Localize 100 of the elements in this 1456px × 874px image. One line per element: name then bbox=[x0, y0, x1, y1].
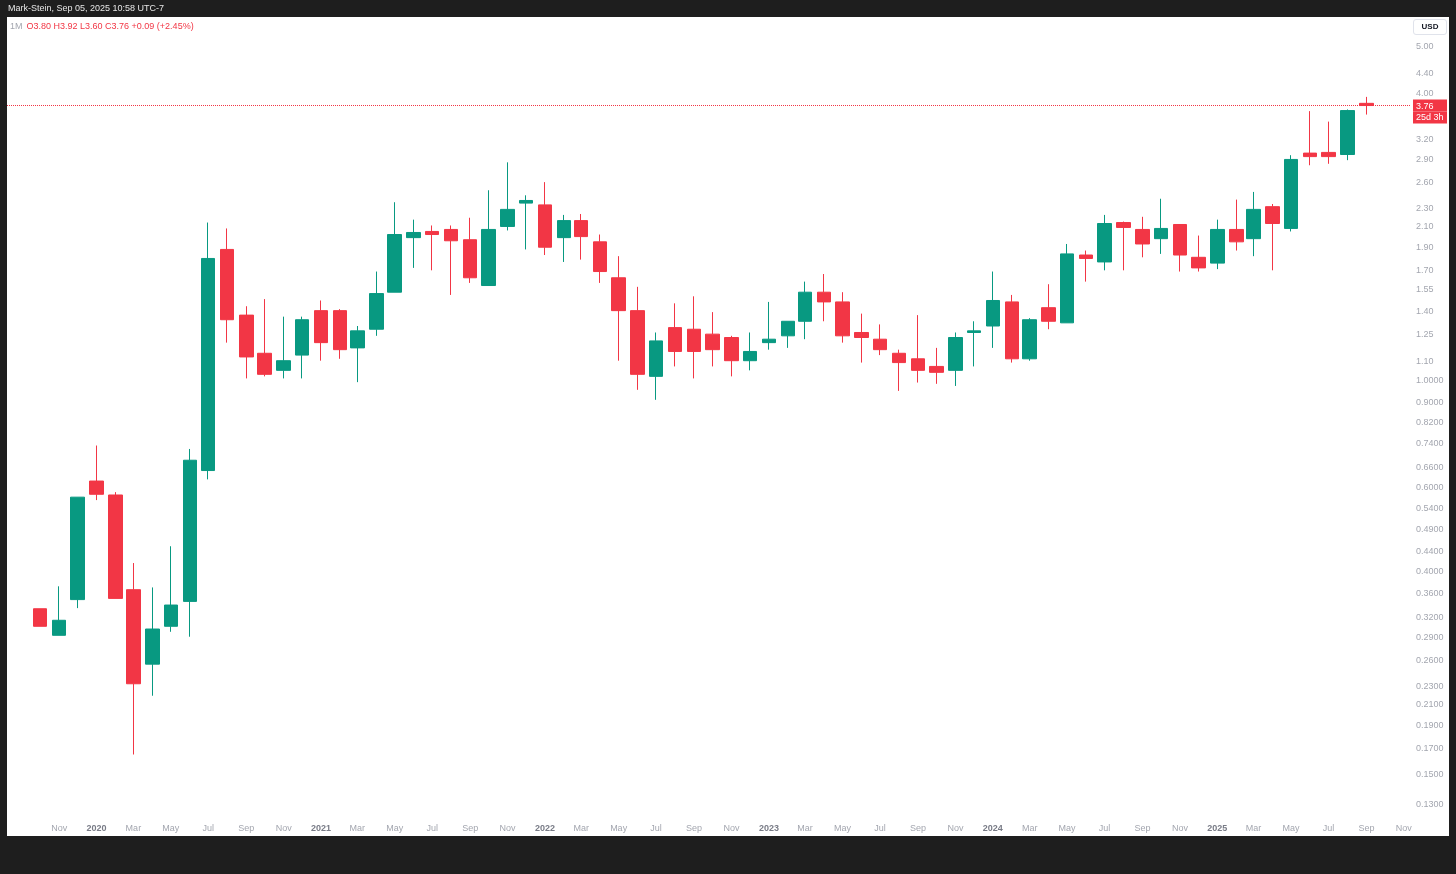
x-tick-label: Sep bbox=[909, 822, 927, 833]
candlestick bbox=[574, 213, 588, 261]
candlestick bbox=[798, 281, 812, 340]
candlestick bbox=[835, 291, 850, 344]
candlestick bbox=[929, 347, 944, 385]
x-tick-label: Nov bbox=[499, 822, 517, 833]
candlestick bbox=[126, 562, 141, 756]
candlestick bbox=[164, 545, 178, 633]
candlestick bbox=[406, 219, 421, 269]
x-tick-label: Jul bbox=[1322, 822, 1335, 833]
y-tick-label: 1.40 bbox=[1416, 305, 1434, 316]
y-axis-title: USD bbox=[1413, 19, 1447, 35]
y-tick-label: 4.00 bbox=[1416, 87, 1434, 98]
candlestick bbox=[1079, 250, 1093, 283]
x-tick-label: Sep bbox=[1134, 822, 1151, 833]
y-tick-label: 0.9000 bbox=[1416, 397, 1444, 408]
chart-subtitle: O3.80 H3.92 L3.60 C3.76 +0.09 (+2.45%) bbox=[26, 21, 194, 31]
candlestick bbox=[183, 448, 197, 638]
x-tick-label: 2020 bbox=[86, 822, 107, 833]
candlestick bbox=[1041, 283, 1056, 330]
x-tick-label: May bbox=[1058, 822, 1077, 833]
x-tick-label: 2024 bbox=[982, 822, 1003, 833]
y-tick-label: 1.10 bbox=[1416, 355, 1434, 366]
candlestick bbox=[630, 286, 645, 391]
candlestick bbox=[257, 298, 272, 377]
candlestick bbox=[295, 316, 309, 379]
candlestick bbox=[1097, 214, 1112, 271]
text: Mark-Stein, Sep 05, 2025 10:58 UTC-7 bbox=[8, 3, 165, 13]
candlestick bbox=[649, 332, 663, 401]
y-tick-label: 1.55 bbox=[1416, 284, 1434, 295]
y-tick-label: 0.4400 bbox=[1416, 545, 1444, 556]
candlestick bbox=[350, 325, 365, 383]
candlestick bbox=[1191, 235, 1206, 273]
candlestick bbox=[519, 194, 533, 250]
candlestick bbox=[33, 608, 47, 627]
candlestick bbox=[52, 585, 66, 636]
x-tick-label: Mar bbox=[125, 822, 142, 833]
candlestick bbox=[1303, 110, 1317, 166]
y-tick-label: 0.7400 bbox=[1416, 437, 1444, 448]
ref-line-label: 3.76 bbox=[1416, 100, 1434, 111]
y-tick-label: 1.25 bbox=[1416, 329, 1434, 340]
candlestick bbox=[687, 295, 701, 379]
x-tick-label: 2022 bbox=[535, 822, 556, 833]
candlestick bbox=[1321, 121, 1336, 165]
candlestick bbox=[70, 496, 85, 609]
candlestick bbox=[1135, 216, 1150, 258]
candlestick bbox=[369, 271, 384, 337]
candlestick bbox=[108, 491, 123, 599]
x-tick-label: Nov bbox=[1395, 822, 1413, 833]
candlestick bbox=[89, 445, 104, 501]
candlestick bbox=[873, 323, 887, 356]
x-tick-label: 2025 bbox=[1207, 822, 1228, 833]
candlestick bbox=[425, 224, 439, 271]
candlestick bbox=[481, 189, 496, 287]
y-tick-label: 0.5400 bbox=[1416, 503, 1444, 514]
candlestick bbox=[1154, 198, 1168, 255]
candlestick bbox=[201, 222, 215, 480]
x-tick-label: May bbox=[834, 822, 852, 833]
x-tick-label: May bbox=[386, 822, 404, 833]
candlestick bbox=[854, 313, 869, 364]
x-tick-label: Nov bbox=[51, 822, 68, 833]
x-tick-label: Jul bbox=[650, 822, 662, 833]
candlestick bbox=[593, 234, 607, 284]
candlestick bbox=[611, 255, 626, 362]
candlestick bbox=[239, 305, 254, 379]
y-tick-label: 5.00 bbox=[1416, 41, 1434, 52]
y-tick-label: 2.60 bbox=[1416, 177, 1434, 188]
candlestick bbox=[387, 201, 402, 293]
x-tick-label: 2021 bbox=[311, 822, 332, 833]
y-tick-label: 1.70 bbox=[1416, 265, 1434, 276]
x-tick-label: Jul bbox=[874, 822, 886, 833]
candlestick bbox=[1246, 191, 1261, 257]
y-tick-label: 0.3600 bbox=[1416, 587, 1444, 598]
candlestick bbox=[220, 227, 234, 344]
x-tick-label: Sep bbox=[462, 822, 479, 833]
candlestick bbox=[1173, 223, 1187, 273]
y-tick-label: 0.8200 bbox=[1416, 416, 1444, 427]
y-tick-label: 0.4900 bbox=[1416, 523, 1444, 534]
candlestick bbox=[1210, 219, 1225, 270]
y-tick-label: 2.90 bbox=[1416, 154, 1434, 165]
y-tick-label: 0.1300 bbox=[1416, 799, 1444, 809]
x-tick-label: Nov bbox=[1171, 822, 1189, 833]
candlestick bbox=[1340, 108, 1355, 161]
candlestick bbox=[333, 308, 347, 360]
candlestick bbox=[314, 300, 328, 362]
candlestick bbox=[1060, 243, 1074, 324]
y-tick-label: 0.4000 bbox=[1416, 565, 1444, 576]
x-tick-label: May bbox=[162, 822, 180, 833]
x-tick-label: Mar bbox=[1245, 822, 1262, 833]
candlestick bbox=[762, 301, 776, 351]
x-tick-label: Sep bbox=[1358, 822, 1375, 833]
y-tick-label: 0.1700 bbox=[1416, 743, 1444, 754]
candlestick bbox=[1284, 154, 1298, 232]
y-tick-label: 2.30 bbox=[1416, 202, 1434, 213]
y-tick-label: 0.6600 bbox=[1416, 461, 1444, 472]
y-tick-label: 3.20 bbox=[1416, 134, 1434, 145]
candlestick bbox=[444, 224, 458, 296]
x-tick-label: Jul bbox=[202, 822, 214, 833]
candlestick bbox=[724, 335, 739, 377]
x-tick-label: Mar bbox=[349, 822, 366, 833]
